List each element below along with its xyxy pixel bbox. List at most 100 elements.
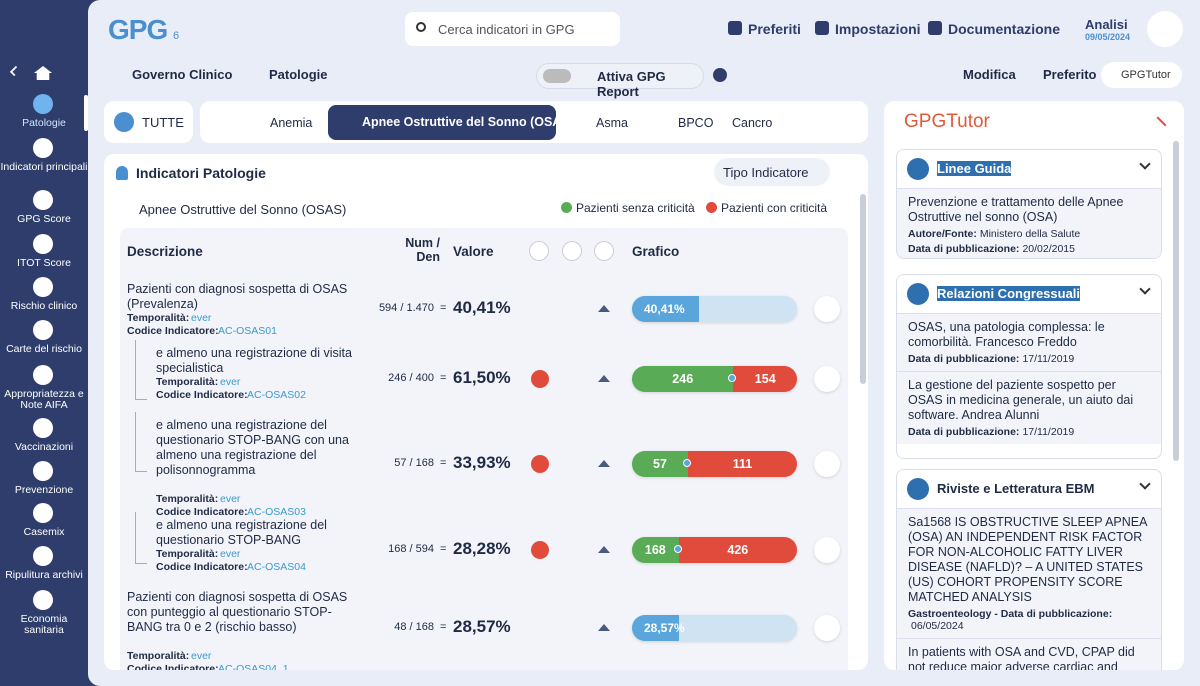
tab-label[interactable]: BPCO [678, 116, 714, 130]
temporalita-label: Temporalità: [127, 312, 190, 324]
nav-icon[interactable] [728, 21, 742, 35]
analysis-date[interactable]: 09/05/2024 [1085, 32, 1131, 42]
menu-button[interactable] [1147, 11, 1183, 47]
tutor-badge-label[interactable]: GPGTutor [1121, 69, 1171, 81]
chart-button[interactable] [814, 451, 840, 477]
action[interactable]: Preferito [1043, 67, 1097, 82]
sidebar-label[interactable]: Indicatori principali [0, 161, 88, 173]
breadcrumb[interactable]: Patologie [269, 67, 328, 82]
code: AC-OSAS03 [247, 506, 306, 518]
chart-button[interactable] [814, 296, 840, 322]
tutor-item[interactable]: OSAS, una patologia complessa: le comorb… [897, 313, 1161, 371]
temporalita: ever [191, 312, 212, 324]
nav-icon[interactable] [815, 21, 829, 35]
toggle-label[interactable]: Attiva GPG Report [597, 69, 666, 99]
bar-segment [678, 537, 797, 563]
tab-label[interactable]: Asma [596, 116, 628, 130]
temporalita: ever [191, 650, 212, 662]
sidebar-icon[interactable] [33, 418, 53, 438]
sidebar-icon[interactable] [33, 320, 53, 340]
tutor-item[interactable]: Prevenzione e trattamento delle Apnee Os… [897, 188, 1161, 258]
sidebar-icon[interactable] [33, 138, 53, 158]
sidebar-label[interactable]: Casemix [23, 526, 65, 538]
sidebar-label[interactable]: Rischio clinico [10, 300, 78, 312]
action[interactable]: Modifica [963, 67, 1016, 82]
item-meta: Autore/Fonte: Ministero della Salute [908, 228, 1152, 240]
analysis-label[interactable]: Analisi [1085, 17, 1128, 32]
tutor-badge[interactable]: GPGTutor [1101, 62, 1182, 88]
breadcrumb[interactable]: Governo Clinico [132, 67, 233, 82]
bar: 28,57% [632, 615, 797, 641]
chevron[interactable] [1139, 478, 1151, 490]
tutor-item[interactable]: Sa1568 IS OBSTRUCTIVE SLEEP APNEA (OSA) … [897, 508, 1161, 638]
nav-link[interactable]: Documentazione [948, 21, 1061, 37]
tab-label[interactable]: Anemia [270, 116, 313, 130]
nav-icon[interactable] [928, 21, 942, 35]
tab-label[interactable]: TUTTE [142, 115, 184, 130]
sidebar-label[interactable]: Patologie [22, 117, 66, 129]
sidebar-icon[interactable] [33, 503, 53, 523]
sidebar-label[interactable]: ITOT Score [17, 257, 71, 269]
meta-label: Data di pubblicazione: [908, 353, 1020, 365]
tab-active[interactable] [328, 105, 556, 140]
section-title[interactable]: Riviste e Letteratura EBM [937, 481, 1095, 496]
filter-label[interactable]: Tipo Indicatore [723, 165, 809, 180]
sidebar-label[interactable]: Ripulitura archivi [5, 569, 83, 581]
nav-back[interactable] [9, 65, 21, 77]
tab-all[interactable]: TUTTE [104, 101, 193, 143]
item-text[interactable]: La gestione del paziente sospetto per OS… [908, 378, 1134, 422]
sidebar-label[interactable]: Vaccinazioni [14, 441, 74, 453]
nav-link[interactable]: Preferiti [748, 21, 801, 37]
bar: 40,41% [632, 296, 797, 322]
critical-dot [531, 455, 549, 473]
toggle-switch[interactable] [543, 69, 571, 83]
report-toggle[interactable]: Attiva GPG Report [536, 63, 704, 99]
chart-button[interactable] [814, 615, 840, 641]
sidebar-icon[interactable] [33, 234, 53, 254]
tutor-panel: GPGTutor Linee Guida Prevenzione e trattam… [884, 101, 1184, 670]
sidebar-icon[interactable] [33, 190, 53, 210]
tab-bar: Anemia Apnee Ostruttive del Sonno (OSAS) A… [200, 101, 868, 143]
tab-icon [114, 112, 134, 132]
section-title[interactable]: Linee Guida [937, 161, 1012, 176]
bar-segment [733, 366, 797, 392]
sidebar-label[interactable]: Carte del rischio [6, 343, 82, 355]
search-placeholder[interactable]: Cerca indicatori in GPG [438, 22, 575, 37]
tutor-item[interactable]: In patients with OSA and CVD, CPAP did n… [897, 638, 1161, 670]
sidebar-icon[interactable] [33, 277, 53, 297]
home[interactable] [34, 66, 52, 80]
chart-button[interactable] [814, 366, 840, 392]
meta-value: 17/11/2019 [1022, 426, 1075, 438]
sidebar-icon[interactable] [33, 546, 53, 566]
section-title[interactable]: Relazioni Congressuali [937, 286, 1081, 301]
sidebar-label[interactable]: Appropriatezza e Note AIFA [4, 388, 84, 411]
item-text[interactable]: OSAS, una patologia complessa: le comorb… [908, 320, 1105, 349]
sidebar-icon[interactable] [33, 365, 53, 385]
item-text[interactable]: Sa1568 IS OBSTRUCTIVE SLEEP APNEA (OSA) … [908, 515, 1147, 604]
tab-label[interactable]: Cancro [732, 116, 773, 130]
item-text[interactable]: In patients with OSA and CVD, CPAP did n… [908, 645, 1135, 670]
col-header: Descrizione [127, 244, 203, 259]
tab-label[interactable]: Apnee Ostruttive del Sonno (OSAS) [362, 115, 574, 129]
sidebar-label[interactable]: GPG Score [17, 213, 71, 225]
chevron[interactable] [1139, 158, 1151, 170]
filter[interactable]: Tipo Indicatore [714, 158, 830, 186]
tutor-item[interactable]: La gestione del paziente sospetto per OS… [897, 371, 1161, 444]
chart-button[interactable] [814, 537, 840, 563]
sidebar-icon[interactable] [33, 94, 53, 114]
legend-label: Pazienti con criticità [721, 201, 828, 215]
sidebar-label[interactable]: Prevenzione [14, 484, 74, 496]
sidebar-icon[interactable] [33, 461, 53, 481]
tree-line [135, 412, 147, 472]
sidebar-icon[interactable] [33, 590, 53, 610]
tutor-close[interactable] [1149, 116, 1167, 134]
tutor-scrollbar [1173, 141, 1179, 461]
item-text[interactable]: Prevenzione e trattamento delle Apnee Os… [908, 195, 1124, 224]
temporalita-label: Temporalità: [156, 376, 219, 388]
search[interactable]: Cerca indicatori in GPG [405, 12, 620, 46]
nav-link[interactable]: Impostazioni [835, 21, 921, 37]
logo-version: 6 [173, 30, 180, 42]
chevron[interactable] [1139, 283, 1151, 295]
sidebar-label[interactable]: Economia sanitaria [20, 613, 68, 636]
bar: 168 426 [632, 537, 797, 563]
